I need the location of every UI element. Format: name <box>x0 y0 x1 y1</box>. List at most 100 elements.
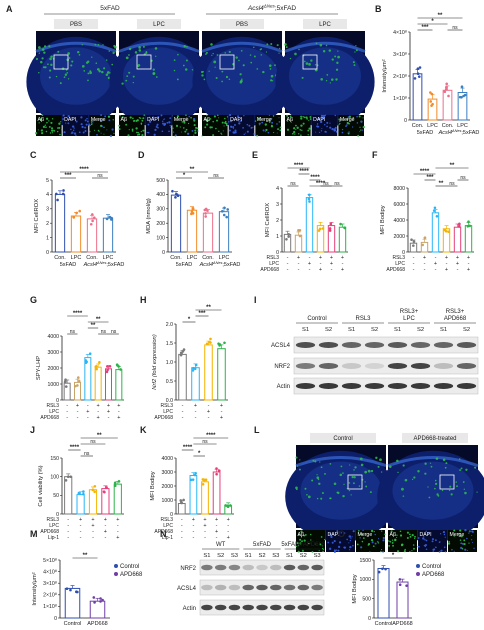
plaque <box>66 72 69 74</box>
plaque <box>47 63 49 66</box>
treatment-label: RSL3 <box>46 517 59 523</box>
signal-dot <box>335 549 338 551</box>
plaque <box>278 47 281 50</box>
data-point <box>445 82 449 86</box>
blot-band <box>214 604 227 611</box>
signal-dot <box>155 125 158 128</box>
plaque <box>211 54 213 56</box>
signal-dot <box>435 546 437 549</box>
inset-background <box>311 115 338 136</box>
plaque <box>364 481 366 483</box>
legend-swatch <box>416 572 420 576</box>
signal-dot <box>188 115 190 118</box>
plaque <box>87 79 89 82</box>
y-tick-label: 3×10⁸ <box>43 581 57 587</box>
panel-letter: B <box>375 4 382 14</box>
signal-dot <box>444 551 447 553</box>
treatment-label: LPC <box>49 523 59 529</box>
blot-band <box>283 584 296 591</box>
treatment-sign: - <box>446 261 448 267</box>
plaque <box>121 82 124 85</box>
signal-dot <box>183 121 186 124</box>
data-point <box>72 215 75 219</box>
signal-dot <box>372 545 375 548</box>
data-point <box>201 482 205 486</box>
signal-dot <box>141 134 144 137</box>
data-point <box>339 222 342 226</box>
signal-dot <box>139 117 142 119</box>
tissue-core <box>392 461 474 520</box>
plaque <box>137 65 139 67</box>
signal-dot <box>341 128 344 131</box>
plaque <box>249 54 252 56</box>
plaque <box>402 464 405 467</box>
signal-dot <box>237 115 239 118</box>
treatment-sign: + <box>319 267 322 273</box>
data-point <box>433 206 437 210</box>
blot-row-label: NRF2 <box>180 566 196 572</box>
plaque <box>355 45 357 47</box>
lane-label: S3 <box>231 553 238 559</box>
treatment-label: RSL3 <box>160 517 173 523</box>
x-tick-label: LPC <box>457 123 468 129</box>
signal-dot <box>258 118 260 120</box>
signal-dot <box>226 116 229 118</box>
panel-letter: F <box>372 150 378 160</box>
plaque <box>448 489 451 492</box>
blot-row-label: NRF2 <box>274 364 290 370</box>
y-tick-label: 100 <box>50 474 59 480</box>
plaque <box>328 49 332 52</box>
plaque <box>336 61 339 65</box>
data-point <box>182 498 185 502</box>
signal-dot <box>84 129 87 132</box>
plaque <box>411 478 414 481</box>
data-point <box>93 490 96 494</box>
plaque <box>50 63 53 67</box>
signal-dot <box>404 548 406 551</box>
signal-dot <box>133 119 136 122</box>
signal-dot <box>136 119 139 122</box>
data-point <box>321 227 325 230</box>
plaque <box>132 75 135 78</box>
signal-dot <box>295 129 297 131</box>
signal-dot <box>215 127 217 130</box>
data-point <box>194 363 198 367</box>
bar <box>94 366 102 401</box>
plaque <box>317 478 320 481</box>
data-point <box>201 478 205 481</box>
inset-background <box>255 115 281 136</box>
signal-dot <box>108 119 111 122</box>
data-point <box>93 484 97 488</box>
signal-dot <box>75 134 77 137</box>
data-point <box>69 475 73 478</box>
signal-dot <box>45 130 48 133</box>
y-tick-label: 1500 <box>359 558 371 564</box>
treatment-sign: - <box>87 415 89 421</box>
blot-group-label: Control <box>307 316 326 322</box>
tissue-core <box>123 47 195 105</box>
signal-dot <box>333 129 336 132</box>
plaque <box>202 70 204 73</box>
plaque <box>210 43 213 46</box>
signal-dot <box>136 131 138 134</box>
sig-label: ns <box>323 181 329 187</box>
bar <box>464 225 473 253</box>
signal-dot <box>338 120 341 123</box>
signal-dot <box>448 540 451 543</box>
signal-dot <box>309 118 312 120</box>
signal-dot <box>399 530 402 533</box>
plaque <box>413 476 416 479</box>
sig-label: * <box>188 317 191 323</box>
signal-dot <box>301 540 303 543</box>
signal-dot <box>267 131 270 134</box>
plaque <box>301 76 304 79</box>
data-point <box>457 223 461 226</box>
plaque <box>38 52 40 54</box>
plaque <box>270 74 274 78</box>
treatment-sign: - <box>413 267 415 273</box>
data-point <box>66 475 70 479</box>
blot-band <box>295 363 316 369</box>
